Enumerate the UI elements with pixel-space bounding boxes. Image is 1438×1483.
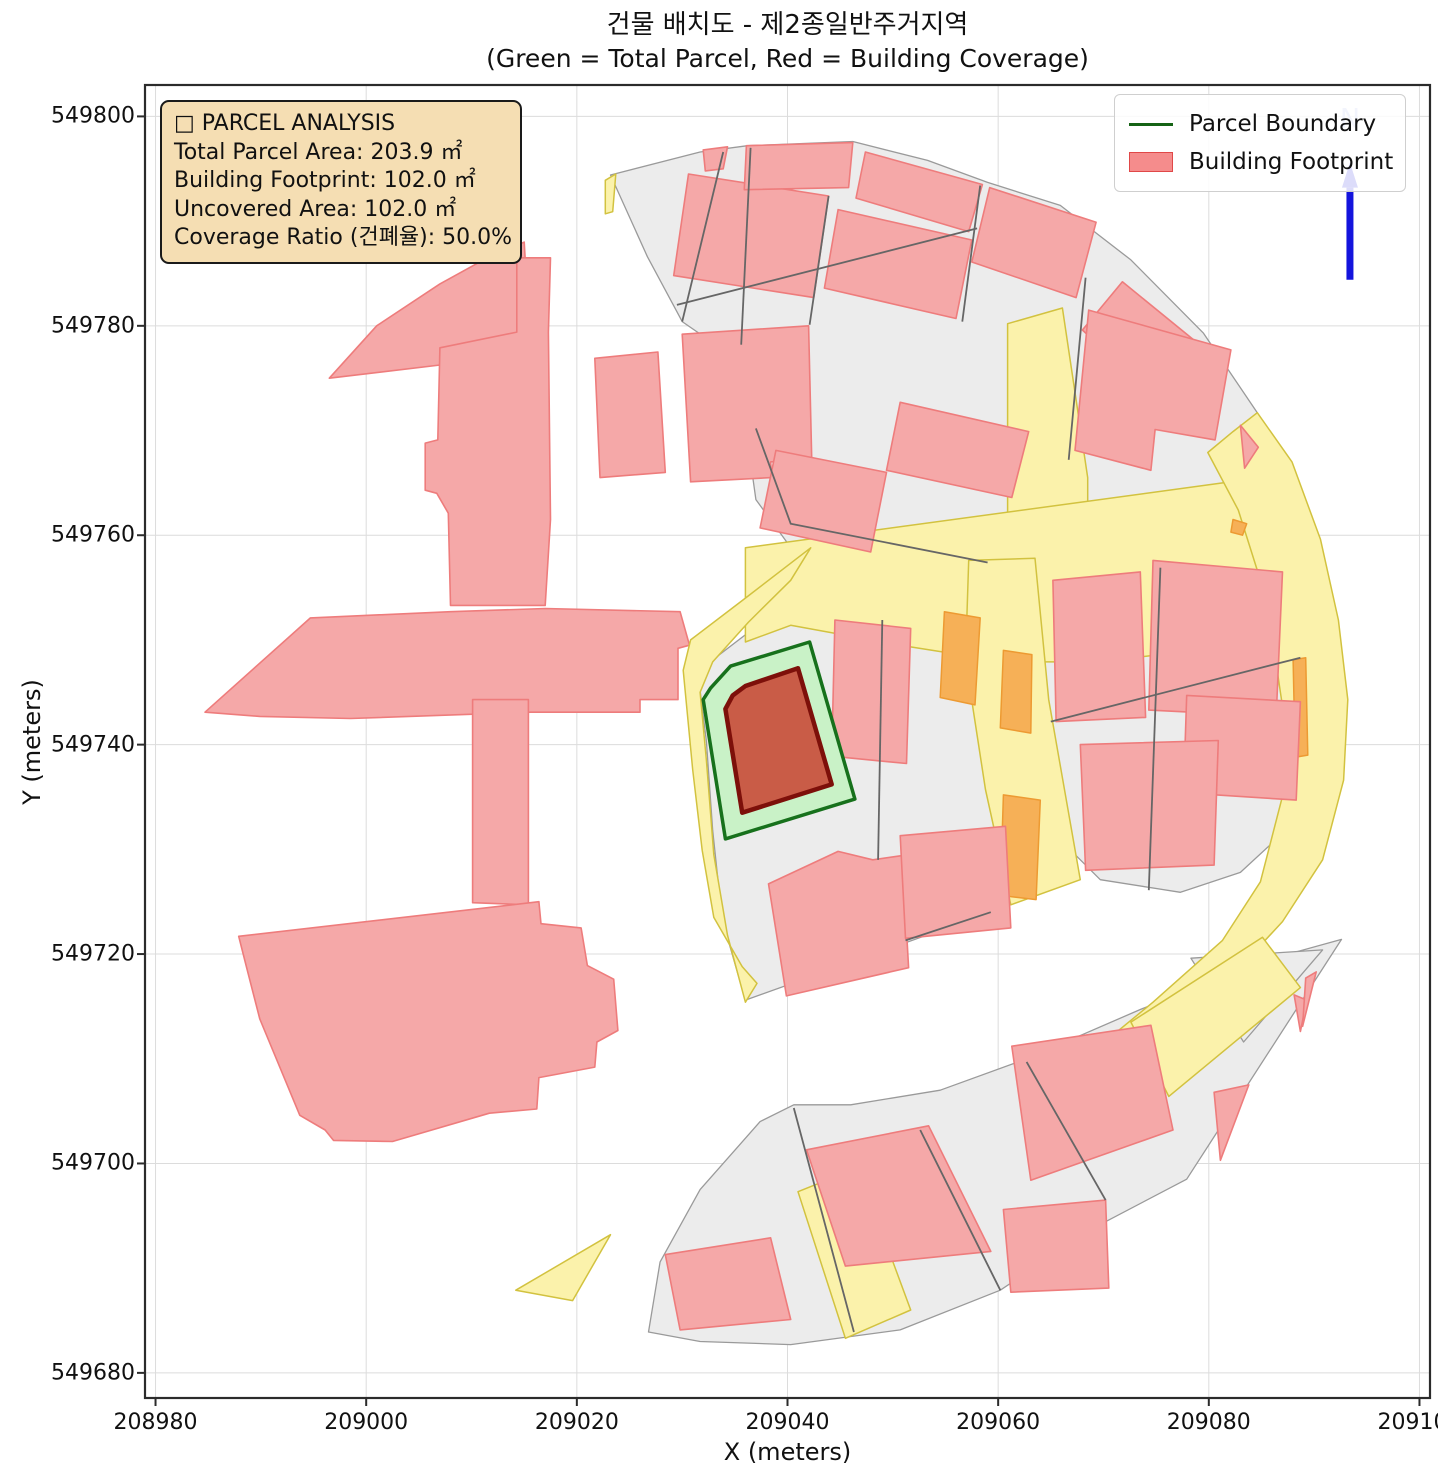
left-pink-blobs bbox=[204, 607, 691, 720]
parcel-divider-line bbox=[1025, 1061, 1107, 1201]
buildings-pink bbox=[681, 325, 813, 483]
buildings-pink bbox=[759, 449, 888, 553]
buildings-pink bbox=[1148, 559, 1284, 718]
legend-label: Building Footprint bbox=[1189, 149, 1394, 175]
parcel-divider-line bbox=[961, 185, 982, 322]
parcel-analysis-box: □ PARCEL ANALYSIS Total Parcel Area: 203… bbox=[160, 100, 522, 264]
buildings-pink bbox=[664, 1237, 792, 1331]
legend-item-building-footprint: Building Footprint bbox=[1129, 143, 1394, 181]
buildings-pink bbox=[805, 1125, 992, 1267]
y-tick-label: 549780 bbox=[51, 313, 135, 339]
parcel-divider-line bbox=[1147, 567, 1162, 891]
total-parcel-area: Total Parcel Area: 203.9 ㎡ bbox=[174, 139, 463, 165]
buildings-pink bbox=[743, 141, 854, 191]
x-tick-label: 209060 bbox=[956, 1410, 1041, 1435]
y-tick-label: 549800 bbox=[51, 103, 135, 129]
buildings-pink bbox=[1301, 971, 1317, 1028]
y-tick-label: 549720 bbox=[51, 941, 135, 967]
buildings-pink bbox=[855, 151, 984, 233]
yellow-roads bbox=[604, 173, 617, 215]
parcel-analysis-title: □ PARCEL ANALYSIS bbox=[174, 111, 396, 136]
legend-label: Parcel Boundary bbox=[1189, 111, 1377, 137]
x-tick-label: 209100 bbox=[1377, 1410, 1438, 1435]
buildings-pink bbox=[899, 825, 1012, 940]
parcel-divider-line bbox=[808, 195, 830, 325]
x-axis-label: X (meters) bbox=[723, 1438, 852, 1466]
y-tick-label: 549680 bbox=[51, 1360, 135, 1386]
buildings-pink bbox=[971, 186, 1097, 299]
parcel-divider-line bbox=[877, 619, 884, 860]
left-pink-blobs bbox=[424, 257, 552, 607]
coverage-ratio: Coverage Ratio (건폐율): 50.0% bbox=[174, 225, 513, 250]
x-tick-label: 209020 bbox=[534, 1410, 619, 1435]
y-tick-label: 549700 bbox=[51, 1150, 135, 1176]
buildings-pink bbox=[672, 173, 830, 299]
yellow-roads bbox=[682, 547, 812, 1003]
parcel-divider-line bbox=[792, 1107, 855, 1333]
y-tick-label: 549760 bbox=[51, 522, 135, 548]
buildings-pink bbox=[885, 401, 1030, 499]
x-tick-label: 209040 bbox=[745, 1410, 830, 1435]
parcel-divider-line bbox=[755, 428, 988, 564]
building-footprint-patch-swatch bbox=[1129, 152, 1173, 172]
building-footprint-area: Building Footprint: 102.0 ㎡ bbox=[174, 168, 476, 193]
parcel-divider-line bbox=[681, 151, 725, 322]
x-tick-label: 209000 bbox=[324, 1410, 409, 1435]
left-pink-blobs bbox=[471, 698, 530, 906]
buildings-pink bbox=[1052, 571, 1147, 723]
orange-strips bbox=[1230, 518, 1248, 536]
parcel-divider-line bbox=[1067, 277, 1087, 460]
buildings-pink bbox=[1074, 309, 1232, 472]
legend: Parcel Boundary Building Footprint bbox=[1114, 94, 1406, 192]
x-tick-label: 209080 bbox=[1166, 1410, 1251, 1435]
buildings-pink bbox=[830, 619, 912, 765]
chart-title: 건물 배치도 - 제2종일반주거지역 (Green = Total Parcel… bbox=[145, 8, 1430, 76]
buildings-pink bbox=[1011, 1024, 1174, 1181]
chart-title-line2: (Green = Total Parcel, Red = Building Co… bbox=[486, 44, 1089, 73]
parcel-divider-line bbox=[905, 911, 992, 942]
x-tick-label: 208980 bbox=[113, 1410, 198, 1435]
parcel-divider-line bbox=[1050, 656, 1301, 723]
buildings-pink bbox=[702, 146, 729, 172]
parcel-boundary-line-swatch bbox=[1129, 122, 1173, 126]
chart-title-line1: 건물 배치도 - 제2종일반주거지역 bbox=[606, 10, 969, 40]
y-tick-label: 549740 bbox=[51, 732, 135, 758]
uncovered-area: Uncovered Area: 102.0 ㎡ bbox=[174, 196, 457, 222]
parcel-divider-line bbox=[740, 147, 752, 345]
parcel-divider-line bbox=[676, 227, 978, 306]
orange-strips bbox=[999, 649, 1033, 734]
orange-strips bbox=[939, 610, 981, 706]
buildings-pink bbox=[1079, 739, 1220, 872]
left-pink-blobs bbox=[594, 351, 667, 479]
buildings-pink bbox=[823, 208, 973, 320]
buildings-pink bbox=[1002, 1199, 1110, 1293]
buildings-pink bbox=[1239, 424, 1260, 469]
legend-item-parcel-boundary: Parcel Boundary bbox=[1129, 105, 1391, 143]
buildings-pink bbox=[1213, 1084, 1250, 1162]
yellow-roads bbox=[515, 1233, 612, 1302]
highlight-building-footprint bbox=[723, 665, 834, 815]
parcel-divider-line bbox=[919, 1129, 1002, 1291]
left-pink-blobs bbox=[237, 900, 619, 1143]
